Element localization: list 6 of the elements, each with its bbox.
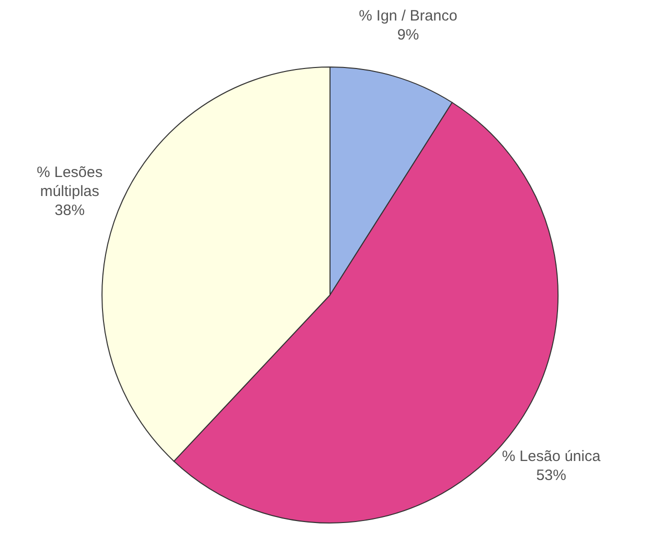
slice-label: % Ign / Branco [358, 8, 458, 25]
data-label: 9% [397, 26, 419, 44]
slice-label: % Lesão única [502, 448, 602, 466]
slice-label: % Lesões múltiplas [36, 164, 103, 200]
data-label: 38% [54, 202, 85, 219]
data-label: 53% [536, 467, 566, 484]
